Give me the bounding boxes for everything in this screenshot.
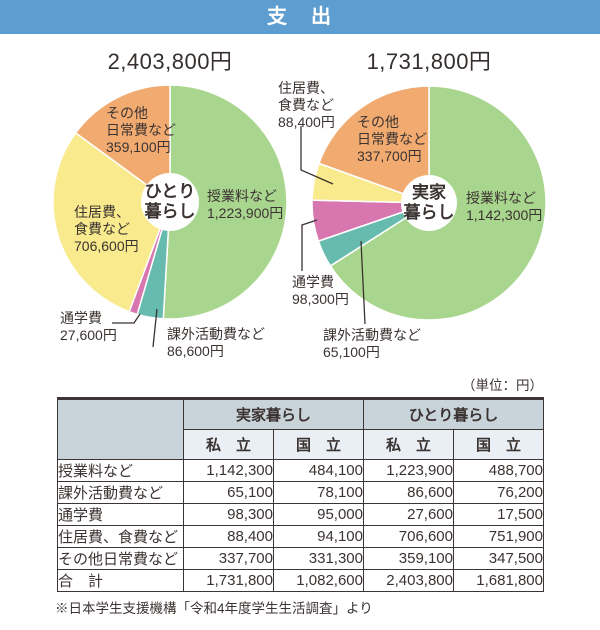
cell-value: 751,900 (453, 525, 544, 548)
table-colgroup-header: 実家暮らし (183, 398, 364, 430)
pie-slice (162, 84, 288, 320)
table-row: その他日常費など 337,700 331,300 359,100 347,500 (57, 547, 544, 570)
cell-value: 95,000 (273, 503, 364, 526)
cell-value: 88,400 (183, 525, 274, 548)
cell-value: 337,700 (183, 547, 274, 570)
cell-value: 17,500 (453, 503, 544, 526)
leader-line (152, 308, 158, 348)
table-row: 住居費、食費など 88,400 94,100 706,600 751,900 (57, 525, 544, 548)
pie-slice (318, 85, 430, 204)
table-colgroup-header: ひとり暮らし (363, 398, 544, 430)
expense-table: 実家暮らし ひとり暮らし私 立国 立私 立国 立 授業料など 1,142,300 48… (57, 397, 544, 592)
cell-value: 331,300 (273, 547, 364, 570)
table-subheader: 私 立 (183, 429, 274, 460)
cell-value: 76,200 (453, 481, 544, 504)
cell-value: 484,100 (273, 459, 364, 482)
pie-center-hole (401, 175, 457, 231)
cell-value: 86,600 (363, 481, 454, 504)
table-subheader: 国 立 (273, 429, 364, 460)
row-label: 住居費、食費など (57, 525, 184, 548)
row-label: 通学費 (57, 503, 184, 526)
pie-slice (74, 84, 171, 203)
pie-slice-label: 住居費、 食費など 88,400円 (278, 80, 335, 130)
table-row: 課外活動費など 65,100 78,100 86,600 76,200 (57, 481, 544, 504)
pie-slice-label: 課外活動費など 86,600円 (167, 326, 265, 359)
pie-center-label: 実家 暮らし (403, 183, 455, 222)
pie-slice-label: 通学費 98,300円 (292, 274, 349, 307)
cell-value: 78,100 (273, 481, 364, 504)
cell-value: 98,300 (183, 503, 274, 526)
pie-slice-label: 課外活動費など 65,100円 (323, 327, 421, 360)
cell-value: 488,700 (453, 459, 544, 482)
cell-value: 706,600 (363, 525, 454, 548)
unit-note: （単位：円） (462, 378, 543, 393)
cell-value: 347,500 (453, 547, 544, 570)
table-subheader: 私 立 (363, 429, 454, 460)
pie-center-label: ひとり 暮らし (144, 182, 196, 221)
leader-line (360, 240, 366, 325)
cell-value: 359,100 (363, 547, 454, 570)
cell-value: 2,403,800 (363, 569, 454, 592)
pie-slice (52, 132, 171, 313)
pie-slice-label: 住居費、 食費など 706,600円 (74, 204, 139, 254)
cell-value: 1,223,900 (363, 459, 454, 482)
cell-value: 1,142,300 (183, 459, 274, 482)
pie-charts (52, 84, 547, 348)
cell-value: 65,100 (183, 481, 274, 504)
cell-value: 1,681,800 (453, 569, 544, 592)
cell-value: 1,731,800 (183, 569, 274, 592)
total-hitori-gurashi: 2,403,800円 (107, 49, 233, 74)
footnote: ※日本学生支援機構「令和4年度学生生活調査」より (55, 601, 373, 616)
leader-line (300, 126, 334, 185)
pie-slice-label: 授業料など 1,223,900円 (207, 188, 284, 221)
table-row: 通学費 98,300 95,000 27,600 17,500 (57, 503, 544, 526)
table-row: 合 計 1,731,800 1,082,600 2,403,800 1,681,800 (57, 569, 544, 592)
leader-line (301, 219, 318, 271)
table-row: 授業料など 1,142,300 484,100 1,223,900 488,700 (57, 459, 544, 482)
row-label: 課外活動費など (57, 481, 184, 504)
row-label: 合 計 (57, 569, 184, 592)
cell-value: 94,100 (273, 525, 364, 548)
pie-center-hole (141, 173, 199, 231)
pie-slice-label: その他 日常費など 337,700円 (357, 114, 427, 164)
row-label: 授業料など (57, 459, 184, 482)
table-corner-cell (57, 398, 184, 460)
row-label: その他日常費など (57, 547, 184, 570)
pie-slice-label: その他 日常費など 359,100円 (106, 105, 176, 155)
pie-slice-label: 通学費 27,600円 (60, 310, 117, 343)
leader-line (112, 313, 141, 324)
total-jikka-gurashi: 1,731,800円 (366, 49, 492, 74)
cell-value: 27,600 (363, 503, 454, 526)
cell-value: 1,082,600 (273, 569, 364, 592)
table-subheader: 国 立 (453, 429, 544, 460)
page-title: 支 出 (0, 0, 600, 34)
pie-slice-label: 授業料など 1,142,300円 (466, 190, 543, 223)
